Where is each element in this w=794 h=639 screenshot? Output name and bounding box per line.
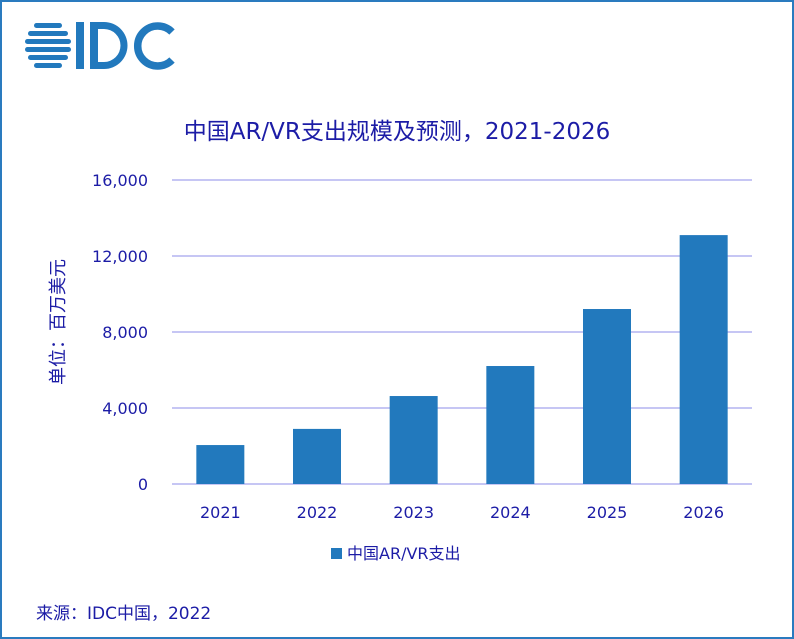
y-axis-label: 单位：百万美元	[48, 259, 69, 385]
bar-2024	[486, 366, 535, 484]
bar-2023	[389, 396, 438, 484]
x-tick-label: 2026	[683, 503, 724, 522]
bar-2022	[293, 428, 341, 484]
y-tick-label: 12,000	[92, 247, 148, 266]
bar-2025	[583, 309, 631, 484]
idc-logo	[25, 22, 175, 70]
x-tick-label: 2022	[297, 503, 338, 522]
legend-label: 中国AR/VR支出	[347, 544, 461, 563]
chart-title: 中国AR/VR支出规模及预测，2021-2026	[184, 119, 611, 145]
source-note: 来源：IDC中国，2022	[36, 604, 211, 624]
y-tick-label: 0	[138, 475, 148, 494]
bar-2026	[679, 235, 728, 484]
y-tick-label: 16,000	[92, 171, 148, 190]
y-tick-label: 8,000	[102, 323, 148, 342]
y-tick-label: 4,000	[102, 399, 148, 418]
legend-swatch	[331, 548, 342, 559]
globe-icon	[25, 23, 71, 68]
legend: 中国AR/VR支出	[331, 544, 461, 563]
x-tick-label: 2023	[393, 503, 434, 522]
x-tick-label: 2024	[490, 503, 531, 522]
x-tick-label: 2025	[587, 503, 628, 522]
bar-2021	[196, 445, 245, 484]
x-tick-label: 2021	[200, 503, 241, 522]
